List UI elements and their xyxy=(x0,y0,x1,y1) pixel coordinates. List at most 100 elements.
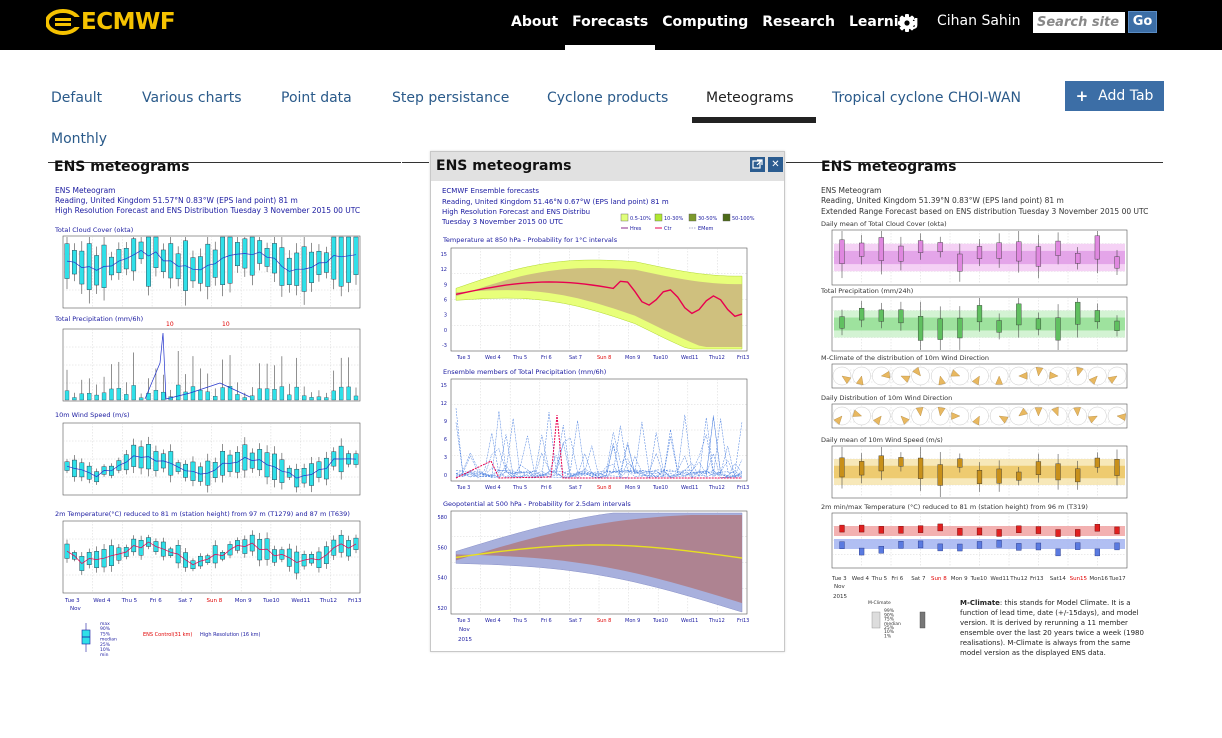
right-mclim-wind-rose-sector xyxy=(912,367,921,377)
right-temp-max-box xyxy=(957,528,963,536)
right-precip-box xyxy=(1035,318,1042,330)
right-wind-speed-box xyxy=(1094,457,1100,468)
mid-precip-day-label: Sun 8 xyxy=(597,485,611,491)
right-day-label: Mon16 xyxy=(1089,576,1108,582)
right-mclim-wind-rose-sector xyxy=(1088,375,1098,385)
mclimate-legend-label: 25% xyxy=(884,625,895,631)
right-precip-box xyxy=(898,309,904,324)
right-cloud-box xyxy=(957,253,963,272)
right-day-label: Tue 3 xyxy=(831,576,847,582)
right-mclim-wind-rose-sector xyxy=(900,375,911,383)
widget-title-middle: ENS meteograms xyxy=(436,158,572,174)
left-cloud-box xyxy=(146,236,151,287)
tab-step-persistance[interactable]: Step persistance xyxy=(392,90,510,106)
left-day-label: Wed11 xyxy=(291,598,310,604)
right-panel-title-temp: 2m min/max Temperature (°C) reduced to 8… xyxy=(821,503,1088,511)
right-mclim-wind-rose-sector xyxy=(1018,372,1028,380)
right-precip-box xyxy=(917,316,924,341)
tab-cyclone-products[interactable]: Cyclone products xyxy=(547,90,669,106)
search-input[interactable] xyxy=(1033,12,1125,33)
tab-various-charts[interactable]: Various charts xyxy=(142,90,242,106)
left-panel-title-cloud: Total Cloud Cover (okta) xyxy=(54,226,133,234)
left-precip-box xyxy=(146,393,151,401)
mid-header-line-2: Reading, United Kingdom 51.46°N 0.67°W (… xyxy=(442,198,669,206)
middle-meteogram-image[interactable]: ECMWF Ensemble forecasts Reading, United… xyxy=(431,181,784,651)
right-day-label: Fri 6 xyxy=(891,576,903,582)
right-temp-max-box xyxy=(1055,529,1061,537)
left-precip-box xyxy=(346,386,351,401)
left-precip-box xyxy=(190,386,196,401)
left-day-label: Fri 6 xyxy=(150,598,162,604)
add-tab-button[interactable]: + Add Tab xyxy=(1065,81,1164,111)
ens-legend-box xyxy=(919,611,926,629)
tab-monthly[interactable]: Monthly xyxy=(51,131,108,147)
left-legend-box-label: 25% xyxy=(100,642,111,648)
mid-precip-tick-label: 3 xyxy=(444,455,447,461)
mid-geo-ticks: 580 560 540 520 xyxy=(437,515,447,612)
tab-default[interactable]: Default xyxy=(51,90,103,106)
close-icon[interactable]: ✕ xyxy=(768,157,783,172)
right-meteogram-image[interactable]: ENS Meteogram Reading, United Kingdom 51… xyxy=(816,183,1161,658)
left-precip-box xyxy=(242,397,247,401)
right-temp-max-box xyxy=(1075,529,1081,537)
left-precip-box xyxy=(138,397,144,401)
left-precip-box xyxy=(87,393,92,401)
open-external-icon[interactable] xyxy=(750,157,765,172)
tab-point-data[interactable]: Point data xyxy=(281,90,352,106)
mid-legend-swatch xyxy=(722,213,731,222)
tab-tropical-cyclone-choi-wan[interactable]: Tropical cyclone CHOI-WAN xyxy=(832,90,1022,106)
mclimate-legend-label: 1% xyxy=(884,633,892,639)
nav-research[interactable]: Research xyxy=(762,14,835,30)
user-name-link[interactable]: Cihan Sahin xyxy=(937,13,1021,29)
nav-about[interactable]: About xyxy=(511,14,559,30)
right-wind-speed-box xyxy=(1114,459,1120,476)
right-wind-speed-box xyxy=(878,455,884,472)
mid-temp-day-label: Wed 4 xyxy=(485,355,501,361)
right-precip-box xyxy=(859,307,865,321)
mid-precip-tick-label: 6 xyxy=(444,437,447,443)
widget-panel-middle: ENS meteograms ✕ ECMWF Ensemble forecast… xyxy=(430,151,785,652)
right-wind-speed-box xyxy=(859,461,865,476)
right-temp-max-box xyxy=(996,529,1002,537)
search-go-button[interactable]: Go xyxy=(1128,11,1157,33)
right-wind-speed-box xyxy=(957,458,963,468)
right-day-label: Wed 4 xyxy=(852,576,870,582)
left-day-label: Sun 8 xyxy=(207,598,223,604)
right-temp-min-box xyxy=(1055,548,1061,557)
mid-precip-day-label: Wed 4 xyxy=(485,485,501,491)
mclimate-legend-label: 99% xyxy=(884,608,895,614)
mid-precip-day-label: Sat 7 xyxy=(569,485,582,491)
left-panel-title-wind: 10m Wind Speed (m/s) xyxy=(55,411,130,419)
mid-geo-tick-label: 540 xyxy=(437,576,447,582)
nav-forecasts[interactable]: Forecasts xyxy=(565,0,656,50)
left-day-label: Tue10 xyxy=(262,598,280,604)
active-tab-indicator xyxy=(692,117,816,123)
right-temp-max-box xyxy=(898,526,904,534)
right-daily-wind-rose-sector xyxy=(900,415,910,425)
mid-header-line-4: Tuesday 3 November 2015 00 UTC xyxy=(441,218,563,226)
right-daily-wind-rose-sector xyxy=(1073,407,1081,417)
right-daily-wind-rose-sector xyxy=(1116,413,1126,421)
right-temp-min-box xyxy=(1035,542,1042,551)
right-temp-max-box xyxy=(1035,526,1042,534)
left-meteogram-image[interactable]: ENS Meteogram Reading, United Kingdom 51… xyxy=(50,183,380,658)
widget-title-left: ENS meteograms xyxy=(54,159,190,175)
right-mclim-wind-rose-sector xyxy=(841,375,852,384)
right-wind-speed-box xyxy=(1075,468,1081,483)
mid-geo-day-label: Tue10 xyxy=(652,618,668,624)
tab-meteograms[interactable]: Meteograms xyxy=(706,90,794,106)
mid-temp-day-label: Thu12 xyxy=(708,355,725,361)
ecmwf-logo[interactable]: ECMWF xyxy=(46,9,176,35)
right-wind-speed-box xyxy=(976,470,983,484)
right-precip-box xyxy=(839,316,845,329)
right-cloud-box xyxy=(878,237,884,261)
right-daily-wind-rose-sector xyxy=(1034,407,1043,417)
gear-icon[interactable] xyxy=(897,13,917,33)
nav-computing[interactable]: Computing xyxy=(662,14,749,30)
mid-precip-tick-label: 12 xyxy=(441,401,447,407)
mid-temp-day-label: Fri13 xyxy=(737,355,749,361)
mid-geo-day-label: Wed11 xyxy=(681,618,698,624)
mid-legend-line-label: EMem xyxy=(698,226,714,232)
mid-legend-pct-label: 50-100% xyxy=(732,216,755,222)
right-temp-min-box xyxy=(1075,542,1081,550)
